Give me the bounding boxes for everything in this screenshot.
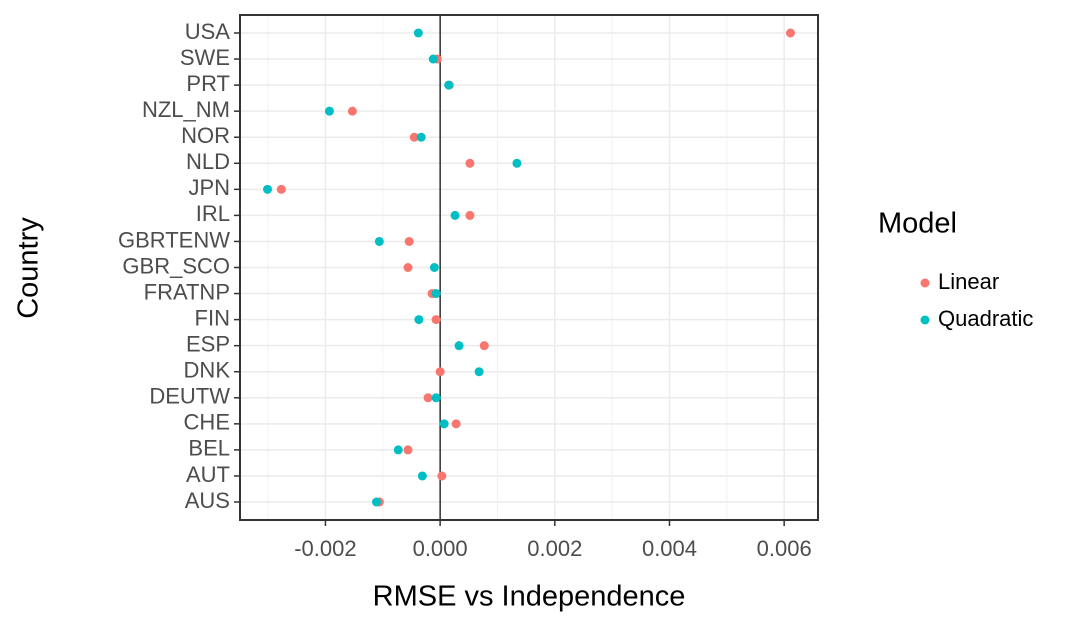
data-point (439, 419, 449, 429)
y-tick-label: JPN (188, 175, 230, 200)
data-point (451, 419, 461, 429)
data-point (417, 471, 427, 481)
data-point (437, 471, 447, 481)
data-point (413, 28, 423, 38)
y-tick-label: NOR (181, 123, 230, 148)
x-tick-label: 0.002 (527, 536, 582, 561)
y-tick-label: DNK (184, 358, 231, 383)
data-point (374, 236, 384, 246)
data-point (429, 263, 439, 272)
y-tick-label: CHE (184, 410, 230, 435)
data-point (444, 80, 454, 90)
data-point (404, 236, 414, 246)
legend-marker (920, 278, 930, 288)
y-tick-label: USA (185, 19, 231, 44)
data-point (435, 367, 445, 377)
legend-label: Quadratic (938, 306, 1033, 331)
data-point (409, 132, 419, 142)
y-tick-label: SWE (180, 45, 230, 70)
y-axis-title: Country (13, 217, 45, 319)
data-point (414, 315, 424, 325)
y-tick-label: IRL (196, 201, 230, 226)
legend-title: Model (878, 208, 957, 240)
y-tick-label: AUS (185, 488, 230, 513)
data-point (347, 106, 357, 116)
data-point (403, 445, 413, 455)
data-point (465, 210, 475, 220)
data-point (465, 158, 475, 168)
y-tick-label: DEUTW (149, 384, 230, 409)
y-tick-label: ESP (186, 331, 230, 356)
x-tick-label: 0.004 (642, 536, 697, 561)
data-point (324, 106, 334, 116)
legend-marker (920, 315, 930, 325)
y-tick-label: AUT (186, 462, 230, 487)
data-point (474, 367, 484, 377)
data-point (423, 393, 433, 403)
y-tick-label: GBRTENW (118, 227, 230, 252)
y-tick-label: GBR_SCO (122, 253, 230, 278)
data-point (431, 289, 441, 299)
data-point (403, 263, 413, 272)
data-point (512, 158, 522, 168)
y-tick-label: BEL (188, 436, 230, 461)
data-point (276, 184, 286, 194)
x-tick-label: -0.002 (294, 536, 356, 561)
data-point (416, 132, 426, 142)
y-tick-label: FRATNP (144, 279, 230, 304)
plot-border (239, 14, 819, 521)
data-point (371, 497, 381, 507)
data-point (785, 28, 795, 38)
data-point (428, 54, 438, 64)
y-tick-label: FIN (195, 305, 230, 330)
y-tick-label: NZL_NM (142, 97, 230, 122)
data-point (263, 184, 273, 194)
data-point (393, 445, 403, 455)
x-tick-label: 0.006 (757, 536, 812, 561)
y-tick-label: PRT (186, 71, 230, 96)
legend-label: Linear (938, 269, 999, 294)
y-tick-label: NLD (186, 149, 230, 174)
data-point (431, 315, 441, 325)
data-point (450, 210, 460, 220)
x-axis-title: RMSE vs Independence (373, 581, 686, 613)
data-point (431, 393, 441, 403)
data-point (454, 341, 464, 351)
data-point (479, 341, 489, 351)
x-tick-label: 0.000 (413, 536, 468, 561)
